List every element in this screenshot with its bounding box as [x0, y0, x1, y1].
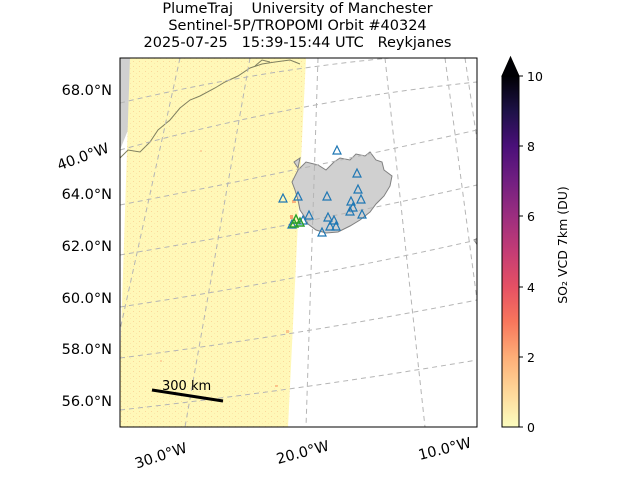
lat-label-62: 62.0°N: [62, 239, 112, 255]
colorbar-tick: 10: [527, 69, 543, 84]
lat-label-60: 60.0°N: [62, 291, 112, 307]
lat-label-56: 56.0°N: [62, 394, 112, 410]
vent-markers: [288, 213, 306, 228]
volcano-marker: [287, 218, 297, 229]
volcano-marker: [325, 220, 335, 231]
colorbar-tick: 4: [527, 280, 535, 295]
volcano-marker: [293, 190, 303, 201]
vent-marker: [294, 216, 306, 227]
colorbar: 0 2 4 6 8 10 SO₂ VCD 7km (DU): [501, 55, 570, 435]
volcano-marker: [356, 193, 366, 204]
colorbar-tick: 0: [527, 420, 535, 435]
volcano-marker: [323, 211, 333, 222]
lon-label-40w: 40.0°W: [55, 141, 111, 174]
lat-label-64: 64.0°N: [62, 187, 112, 203]
volcano-marker: [329, 214, 339, 225]
map-frame: [119, 57, 478, 428]
colorbar-tick: 2: [527, 350, 535, 365]
vent-marker: [288, 217, 300, 228]
volcano-marker: [278, 192, 288, 203]
map-area: [120, 58, 477, 427]
volcano-marker: [331, 220, 341, 231]
satellite-swath: [120, 58, 306, 427]
graticule: [120, 58, 477, 427]
title-line-3: 2025-07-25 15:39-15:44 UTC Reykjanes: [143, 35, 452, 51]
lat-label-68: 68.0°N: [62, 83, 112, 99]
volcano-marker: [345, 205, 355, 216]
volcano-marker: [304, 209, 314, 220]
volcano-marker: [348, 201, 358, 212]
so2-pixels: [160, 150, 296, 387]
lon-label-10w: 10.0°W: [417, 435, 473, 464]
lat-label-58: 58.0°N: [62, 342, 112, 358]
colorbar-extend-arrow: [501, 55, 520, 77]
colorbar-tick: 6: [527, 209, 535, 224]
volcano-marker: [357, 208, 367, 219]
lon-label-20w: 20.0°W: [275, 438, 331, 467]
volcano-markers: [278, 144, 367, 237]
volcano-marker: [332, 144, 342, 155]
lon-label-30w: 30.0°W: [133, 441, 189, 473]
volcano-marker: [346, 195, 356, 206]
colorbar-tick: 8: [527, 139, 535, 154]
volcano-marker: [353, 183, 363, 194]
volcano-marker: [317, 226, 327, 237]
title-line-2: Sentinel-5P/TROPOMI Orbit #40324: [168, 18, 427, 34]
volcano-marker: [352, 167, 362, 178]
scale-bar-label: 300 km: [162, 379, 211, 394]
title-line-1: PlumeTraj University of Manchester: [162, 1, 433, 17]
volcano-marker: [322, 190, 332, 201]
colorbar-label: SO₂ VCD 7km (DU): [555, 186, 570, 304]
iceland-land: [291, 151, 393, 234]
scale-bar: [151, 388, 224, 403]
greenland-coastline: [120, 59, 301, 159]
